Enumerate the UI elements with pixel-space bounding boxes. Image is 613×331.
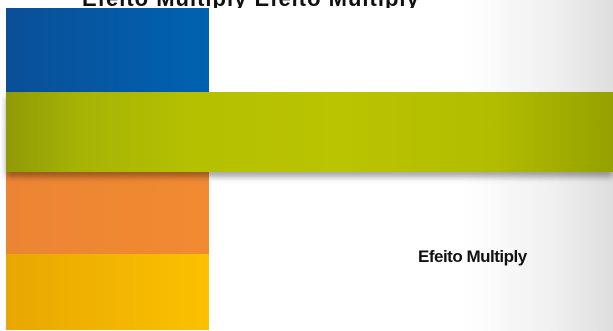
- orange-swatch: [6, 172, 209, 254]
- blue-swatch: [6, 8, 209, 92]
- green-multiply-band: [6, 92, 613, 172]
- yellow-swatch: [6, 254, 209, 330]
- cropped-heading: Efeito Multiply Efeito Multiply: [82, 0, 420, 8]
- effect-caption: Efeito Multiply: [418, 247, 527, 266]
- heading-clip: Efeito Multiply Efeito Multiply: [0, 0, 613, 8]
